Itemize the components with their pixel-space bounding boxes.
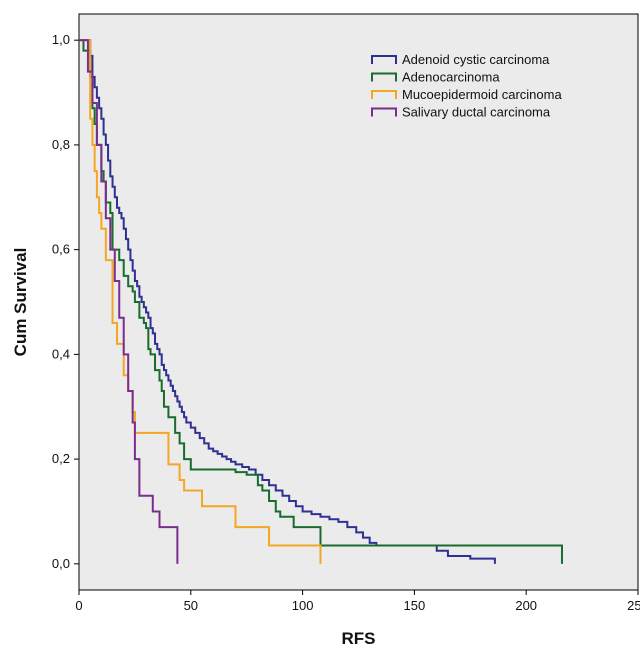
series-line-1 bbox=[79, 39, 496, 564]
series-layer bbox=[79, 39, 563, 564]
x-tick-label: 0 bbox=[75, 598, 82, 613]
x-tick-label: 50 bbox=[184, 598, 198, 613]
y-axis: 0,0 0,2 0,4 0,6 0,8 1,0 bbox=[52, 32, 79, 571]
legend-symbol bbox=[371, 90, 397, 99]
legend-label: Mucoepidermoid carcinoma bbox=[402, 87, 562, 102]
series-line-4 bbox=[79, 39, 179, 564]
y-tick-label: 0,8 bbox=[52, 137, 70, 152]
legend-label: Adenoid cystic carcinoma bbox=[402, 52, 550, 67]
x-axis: 0 50 100 150 200 250 bbox=[75, 590, 640, 613]
y-axis-title: Cum Survival bbox=[11, 248, 30, 357]
legend-symbol bbox=[371, 107, 397, 117]
legend-symbol bbox=[371, 72, 397, 82]
x-tick-label: 100 bbox=[292, 598, 314, 613]
plot-area bbox=[78, 13, 639, 591]
y-tick-label: 0,2 bbox=[52, 451, 70, 466]
series-line-2 bbox=[79, 39, 563, 564]
y-tick-label: 0,4 bbox=[52, 346, 70, 361]
x-tick-label: 200 bbox=[515, 598, 537, 613]
x-tick-label: 250 bbox=[627, 598, 640, 613]
legend-label: Salivary ductal carcinoma bbox=[402, 105, 551, 120]
legend-symbol bbox=[371, 55, 397, 64]
x-axis-title: RFS bbox=[342, 629, 376, 648]
x-tick-label: 150 bbox=[404, 598, 426, 613]
y-tick-label: 0,6 bbox=[52, 242, 70, 257]
y-tick-label: 1,0 bbox=[52, 32, 70, 47]
legend-label: Adenocarcinoma bbox=[402, 70, 500, 85]
series-line-3 bbox=[79, 39, 322, 564]
legend: Adenoid cystic carcinoma Adenocarcinoma Mu… bbox=[371, 52, 562, 120]
y-tick-label: 0,0 bbox=[52, 556, 70, 571]
